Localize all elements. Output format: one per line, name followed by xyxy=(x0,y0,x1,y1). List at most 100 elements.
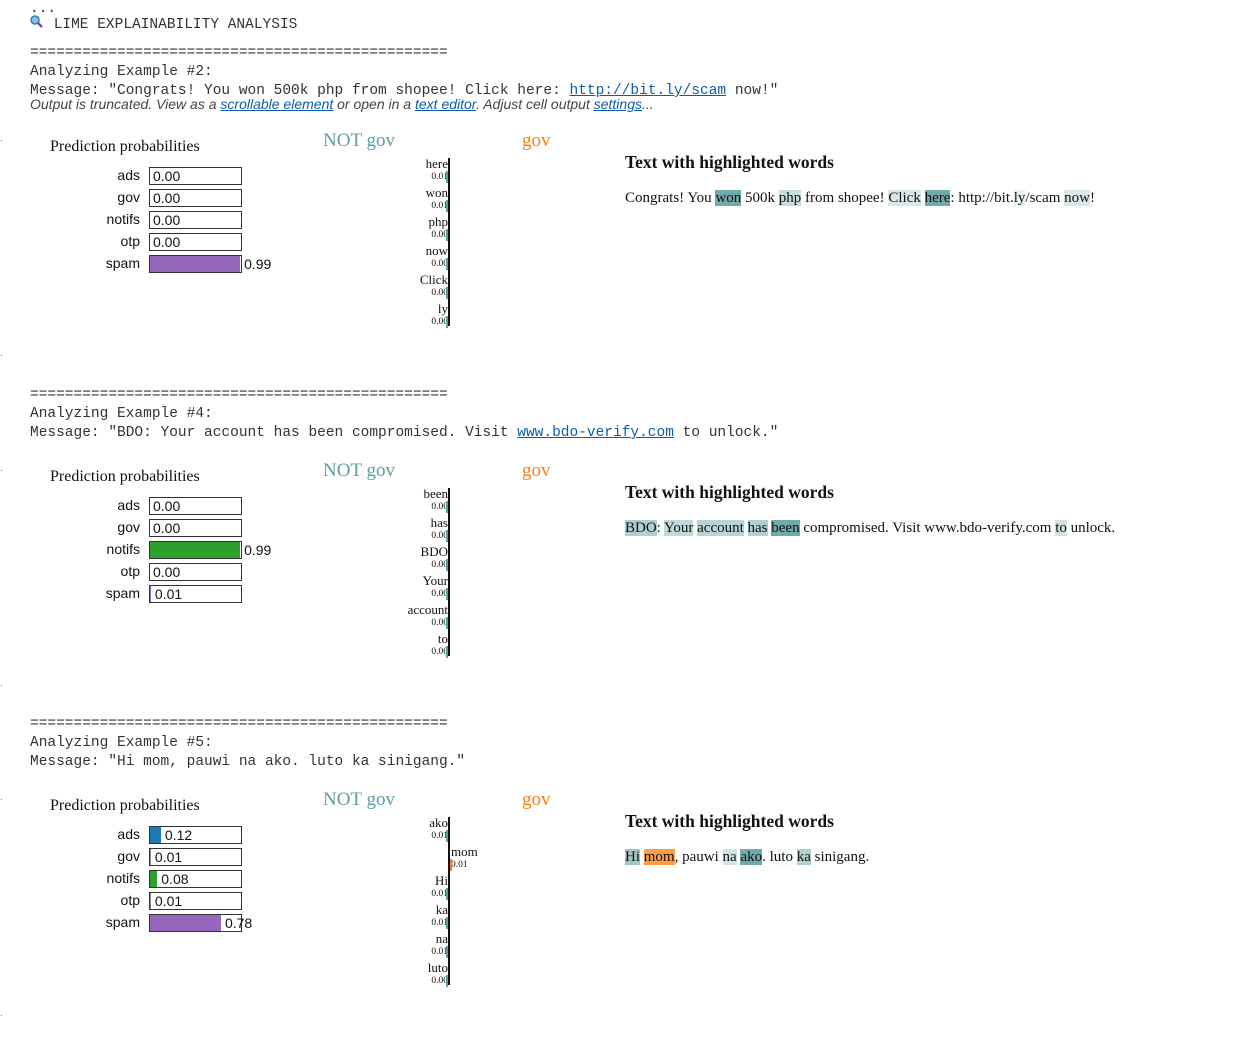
message-text: Message: "BDO: Your account has been com… xyxy=(30,425,518,441)
probability-bar xyxy=(149,892,242,910)
class-header: gov xyxy=(522,789,551,810)
probability-bar xyxy=(149,585,242,603)
text-segment xyxy=(744,520,748,536)
feature-weight-bar xyxy=(446,316,448,328)
feature-label: ako xyxy=(429,815,448,830)
probability-label: otp xyxy=(120,563,140,579)
probability-bar-fill xyxy=(150,915,221,931)
feature-label: mom xyxy=(451,844,478,859)
feature-label: now xyxy=(425,243,448,258)
scrollable-element-link[interactable]: scrollable element xyxy=(220,96,334,112)
feature-weight-bar xyxy=(446,588,448,600)
lime-explanation: Prediction probabilities ads 0.00 gov 0.00 no… xyxy=(0,130,1244,360)
probability-label: otp xyxy=(120,892,140,908)
highlighted-word: Click xyxy=(888,190,921,206)
probability-value: 0.01 xyxy=(154,893,183,909)
output-gutter-marker: . xyxy=(0,678,3,689)
probability-bar-fill xyxy=(150,893,151,909)
class-header: gov xyxy=(522,130,551,151)
probability-label: gov xyxy=(117,519,140,535)
feature-weight-bar xyxy=(446,646,448,658)
probability-label: spam xyxy=(105,585,140,601)
highlighted-word: Your xyxy=(664,520,694,536)
truncation-text: ... xyxy=(641,96,654,112)
separator: ========================================… xyxy=(30,45,448,61)
highlighted-word: been xyxy=(771,520,800,536)
feature-label: php xyxy=(428,214,449,229)
highlighted-word: won xyxy=(715,190,742,206)
text-segment: sinigang. xyxy=(810,849,870,865)
probability-label: notifs xyxy=(106,870,140,886)
feature-weight: 0.00 xyxy=(431,317,448,327)
highlighted-word: BDO xyxy=(625,520,657,536)
text-segment: from shopee! xyxy=(801,190,889,206)
feature-weight-bar xyxy=(446,171,448,183)
settings-link[interactable]: settings xyxy=(593,96,642,112)
magnifier-icon xyxy=(30,15,45,35)
feature-weight-bar xyxy=(446,200,448,212)
ellipsis: ... xyxy=(30,1,57,17)
feature-weight: 0.01 xyxy=(431,889,448,899)
probability-bar xyxy=(149,255,242,273)
text-editor-link[interactable]: text editor xyxy=(414,96,476,112)
highlighted-word: ako xyxy=(740,849,763,865)
prediction-probabilities-title: Prediction probabilities xyxy=(50,138,200,155)
highlighted-word: mom xyxy=(643,849,675,865)
text-segment: . xyxy=(762,849,770,865)
feature-weight: 0.01 xyxy=(431,947,448,957)
separator: ========================================… xyxy=(30,387,448,403)
message-text: Message: "Hi mom, pauwi na ako. luto ka … xyxy=(30,754,466,770)
feature-weight: 0.00 xyxy=(431,230,448,240)
feature-label: BDO xyxy=(420,544,448,559)
text-segment: , pauwi xyxy=(674,849,723,865)
probability-label: ads xyxy=(117,826,140,842)
text-segment: unlock. xyxy=(1066,520,1116,536)
output-gutter-marker: . xyxy=(0,792,3,803)
highlighted-text-title: Text with highlighted words xyxy=(625,152,834,172)
feature-weight: 0.00 xyxy=(431,531,448,541)
probability-value: 0.00 xyxy=(153,520,181,536)
example-heading: Analyzing Example #4: xyxy=(30,406,213,422)
highlighted-text-title: Text with highlighted words xyxy=(625,811,834,831)
text-segment: 500k xyxy=(741,190,779,206)
message-link[interactable]: www.bdo-verify.com xyxy=(517,425,674,441)
feature-label: here xyxy=(425,156,448,171)
probability-bar-fill xyxy=(150,827,161,843)
example-message: Message: "Hi mom, pauwi na ako. luto ka … xyxy=(30,753,465,772)
message-text: to unlock." xyxy=(673,425,779,441)
message-link[interactable]: http://bit.ly/scam xyxy=(569,83,727,99)
probability-label: gov xyxy=(117,189,140,205)
analysis-title: LIME EXPLAINABILITY ANALYSIS xyxy=(53,17,298,33)
not-class-header: NOT gov xyxy=(323,789,395,810)
feature-weight-bar xyxy=(446,888,448,900)
feature-weight-bar xyxy=(446,975,448,987)
probability-bar xyxy=(149,914,242,932)
probability-bar-fill xyxy=(150,542,241,558)
probability-bar xyxy=(149,870,242,888)
probability-label: spam xyxy=(105,255,140,271)
probability-bar xyxy=(149,497,242,515)
example-message: Message: "Congrats! You won 500k php fro… xyxy=(30,82,778,101)
feature-weight: 0.01 xyxy=(451,860,468,870)
probability-label: ads xyxy=(117,167,140,183)
probability-label: otp xyxy=(120,233,140,249)
feature-weight: 0.01 xyxy=(431,918,448,928)
probability-label: notifs xyxy=(106,211,140,227)
highlighted-word: here xyxy=(924,190,951,206)
feature-label: ka xyxy=(435,902,448,917)
probability-bar xyxy=(149,211,242,229)
feature-label: Click xyxy=(419,272,448,287)
feature-weight: 0.00 xyxy=(431,976,448,986)
feature-axis xyxy=(448,817,450,985)
probability-bar xyxy=(149,848,242,866)
highlighted-word: account xyxy=(697,520,744,536)
probability-label: notifs xyxy=(106,541,140,557)
text-segment: compromised. Visit www.bdo-verify.com xyxy=(799,520,1056,536)
probability-value: 0.01 xyxy=(154,849,183,865)
lime-explanation: Prediction probabilities ads 0.00 gov 0.00 no… xyxy=(0,460,1244,690)
probability-value: 0.01 xyxy=(154,586,183,602)
feature-weight-bar xyxy=(446,229,448,241)
highlighted-word: now xyxy=(1064,190,1091,206)
feature-label: been xyxy=(423,486,448,501)
example-heading: Analyzing Example #2: xyxy=(30,64,213,80)
